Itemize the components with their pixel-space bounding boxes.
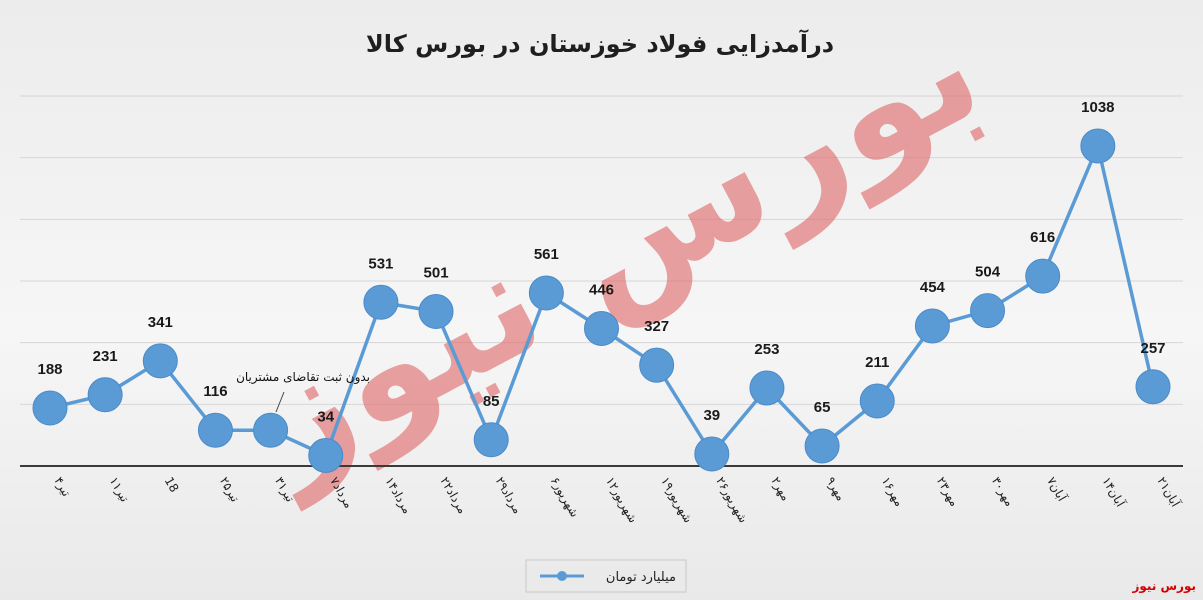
annotation: بدون ثبت تقاضای مشتریان [236,370,370,413]
annotation-text: بدون ثبت تقاضای مشتریان [236,370,370,385]
x-tick-label: ۷آبان [1044,474,1070,504]
data-label: 531 [368,255,393,272]
data-label: 504 [975,264,1001,281]
data-label: 257 [1140,340,1165,357]
data-point [584,310,619,346]
x-tick-label: ۹مهر [823,475,849,504]
data-point [528,275,564,311]
legend-box [525,559,687,593]
x-tick-label: ۲۵تیر [216,475,242,505]
x-tick-label: 18 [162,475,182,495]
x-tick-label: ۲۶شهریور [712,475,750,526]
gridlines [20,95,1183,405]
data-label: 34 [317,409,334,426]
data-label: 116 [203,383,227,400]
data-label: 561 [534,246,559,263]
data-point [142,343,178,379]
data-point [639,347,675,383]
data-point [87,377,123,413]
x-tick-label: ۴تیر [51,475,74,500]
data-label: 211 [865,354,889,371]
x-tick-label: ۲۱آبان [1154,474,1183,510]
annotation-leader [275,391,285,413]
x-tick-label: ۱۶مهر [878,475,907,510]
data-label: 85 [483,393,500,410]
watermark: بورس نیوز [219,0,1008,512]
data-point [253,412,289,448]
data-label: 501 [424,265,449,282]
x-tick-label: ۱۲شهریور [602,475,640,526]
data-point [804,428,840,464]
x-tick-label: ۱۴مرداد [381,475,414,517]
x-tick-label: ۶شهریور [547,475,582,521]
data-point [694,436,730,472]
data-point [32,390,68,426]
x-tick-label: ۲۳مهر [933,475,962,510]
data-label: 253 [754,341,779,358]
legend-label: میلیارد تومان [606,570,676,585]
data-label: 454 [920,279,946,296]
data-label: 188 [37,361,62,378]
data-label: 616 [1030,229,1055,246]
x-tick-label: ۲مهر [767,475,793,504]
data-point [418,294,454,330]
data-label: 1038 [1081,99,1114,116]
data-label: 341 [148,314,173,331]
data-point [308,438,344,474]
data-label: 39 [703,407,720,424]
x-tick-label: ۳۰مهر [988,475,1017,510]
data-point [749,370,785,406]
source-label: بورس نیوز [1131,579,1196,594]
data-label: 231 [93,348,118,365]
series-points [32,128,1171,474]
data-point [197,412,233,448]
watermark-text: بورس نیوز [219,0,1008,512]
data-point [914,308,950,344]
data-point [1025,258,1061,294]
data-label: 65 [814,399,831,416]
data-point [970,293,1006,329]
data-label: 446 [589,281,614,298]
chart-title: درآمدزایی فولاد خوزستان در بورس کالا [366,29,834,58]
x-tick-label: ۲۲مرداد [437,475,470,517]
x-tick-label: ۲۹مرداد [492,475,525,517]
x-tick-label: ۱۴آبان [1099,474,1128,510]
data-point [363,284,399,320]
data-labels: 188 231 341 116 34 531 501 85 561 446 327 39 253 65 21… [37,99,1165,426]
x-tick-label: ۱۹شهریور [657,475,695,526]
data-label: 327 [644,318,669,335]
data-point [859,383,895,419]
data-point [473,422,509,458]
legend: میلیارد تومان [525,559,687,593]
x-tick-label: ۱۱تیر [106,475,132,505]
legend-swatch-marker [557,571,567,581]
data-point [1080,128,1116,164]
data-point [1135,369,1171,405]
